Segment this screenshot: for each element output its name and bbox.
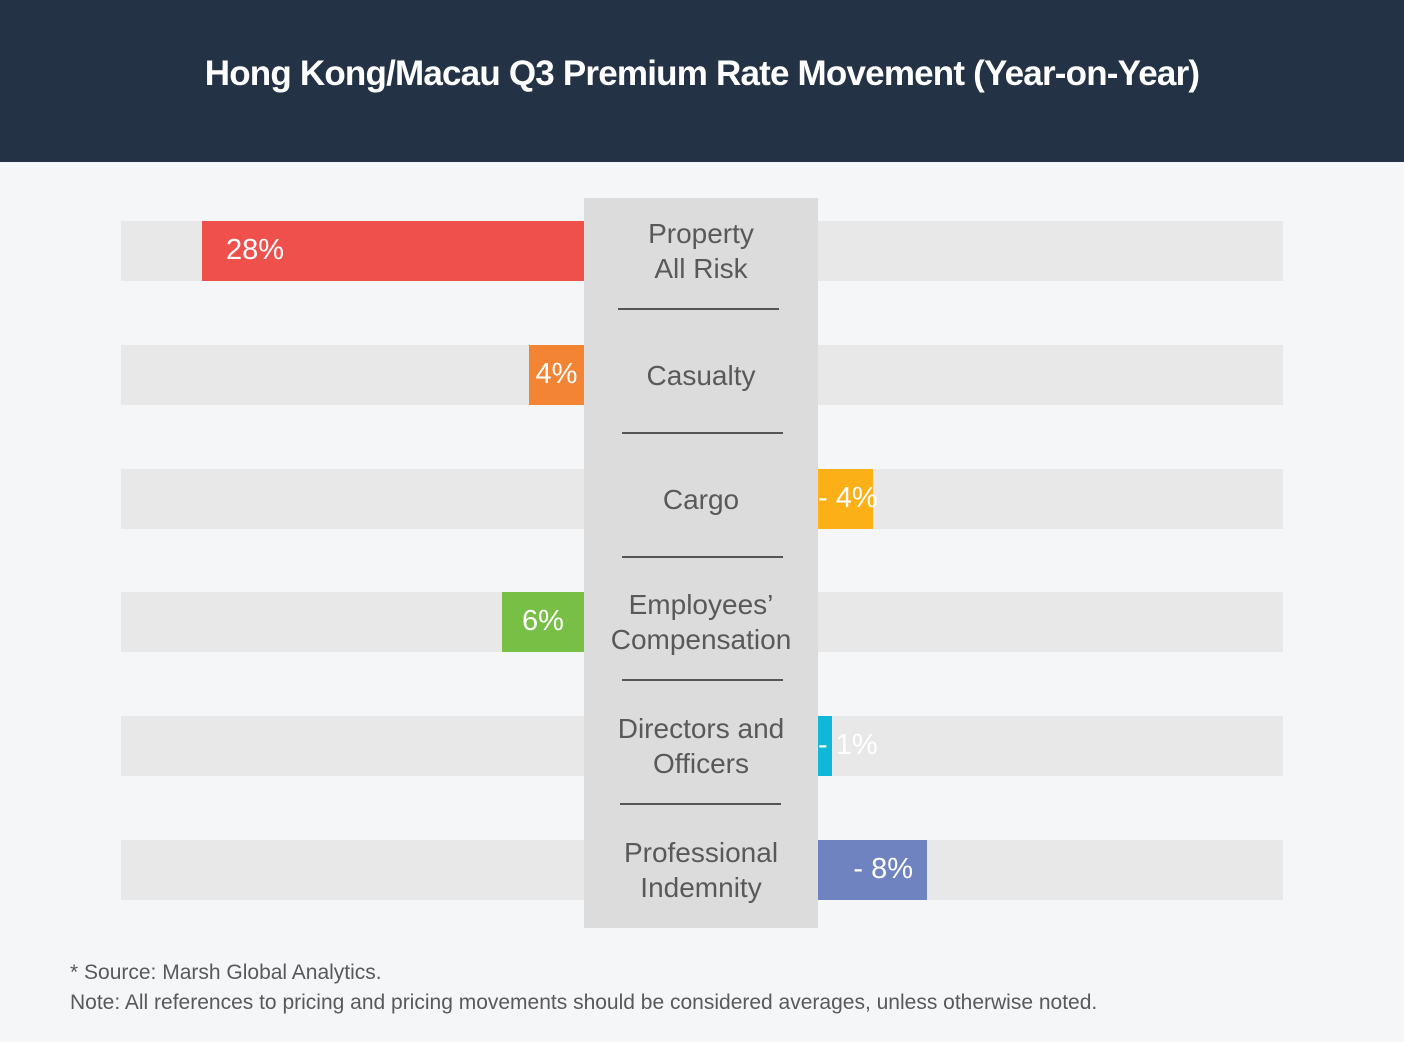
category-label: Cargo bbox=[662, 483, 740, 515]
chart-title: Hong Kong/Macau Q3 Premium Rate Movement… bbox=[204, 54, 1200, 93]
bar-0 bbox=[202, 221, 584, 281]
category-panel bbox=[584, 198, 818, 928]
bar-value-label: - 8% bbox=[853, 853, 913, 885]
bar-2 bbox=[818, 469, 873, 529]
bar-1 bbox=[529, 345, 584, 405]
category-divider bbox=[618, 308, 779, 310]
bar-3 bbox=[502, 592, 584, 652]
note-footnote: Note: All references to pricing and pric… bbox=[70, 991, 1098, 1014]
category-label: Professional Indemnity bbox=[623, 837, 779, 903]
bar-value-label: - 4% bbox=[818, 482, 878, 514]
source-footnote: * Source: Marsh Global Analytics. bbox=[70, 961, 382, 984]
category-divider bbox=[622, 679, 783, 681]
category-label: Directors and Officers bbox=[617, 713, 785, 779]
bar-5 bbox=[818, 840, 927, 900]
bar-value-label: 28% bbox=[226, 234, 285, 266]
category-label: Employees’ Compensation bbox=[610, 589, 792, 655]
category-label: Property All Risk bbox=[648, 218, 754, 284]
category-label: Casualty bbox=[646, 359, 756, 391]
bar-value-label: 4% bbox=[535, 358, 578, 390]
header-banner bbox=[0, 0, 1404, 162]
category-divider bbox=[622, 556, 783, 558]
category-divider bbox=[622, 432, 783, 434]
bar-value-label: 6% bbox=[522, 605, 564, 637]
category-divider bbox=[620, 803, 781, 805]
bar-4 bbox=[818, 716, 832, 776]
